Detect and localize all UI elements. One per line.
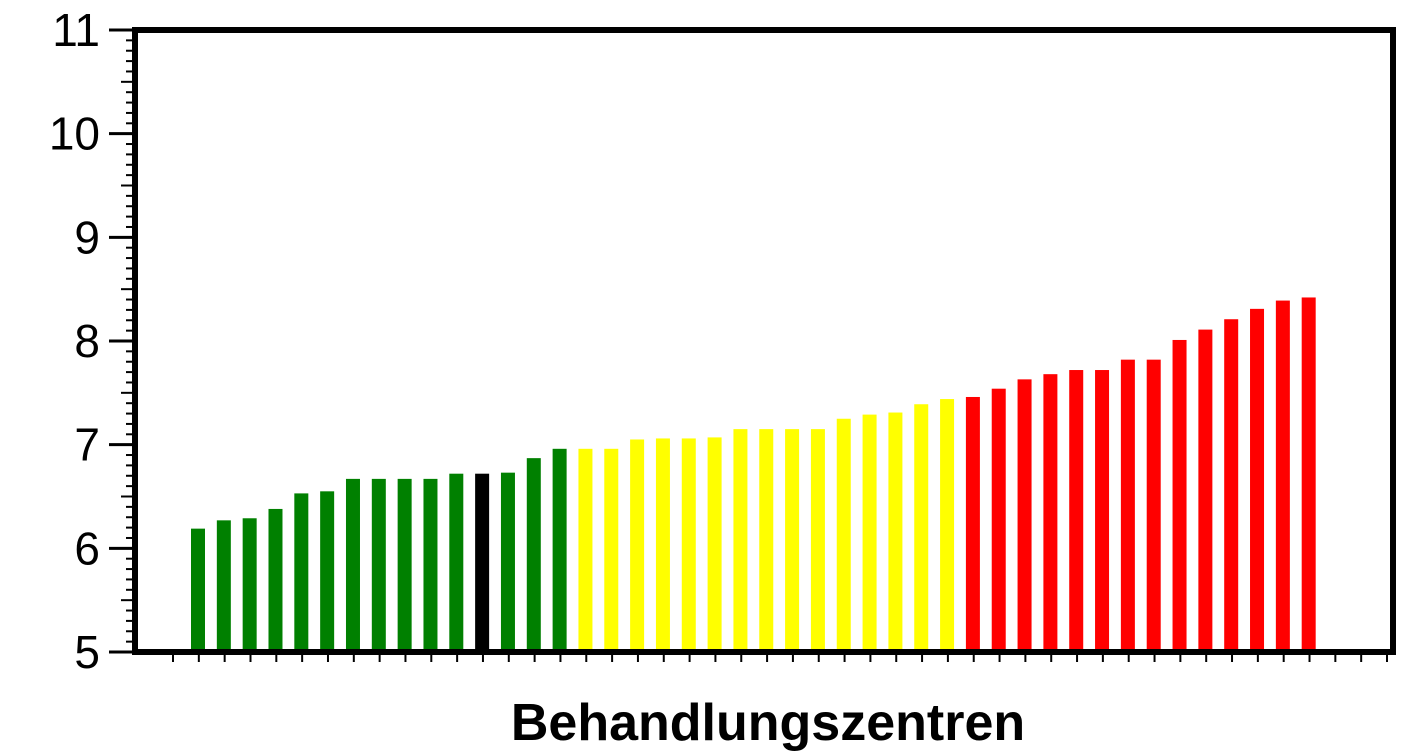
bar bbox=[1120, 359, 1135, 652]
x-axis-title: Behandlungszentren bbox=[511, 694, 1025, 752]
bar bbox=[655, 438, 670, 652]
bar bbox=[371, 478, 386, 652]
bar bbox=[216, 520, 231, 652]
bar bbox=[940, 399, 955, 652]
y-tick-label: 6 bbox=[74, 522, 100, 574]
bar bbox=[397, 478, 412, 652]
bar bbox=[733, 429, 748, 652]
bar bbox=[862, 414, 877, 652]
y-ticks-layer: 5 6 7 8 9 10 11 bbox=[49, 4, 100, 678]
y-tick-label: 9 bbox=[74, 211, 100, 263]
y-tick-label: 5 bbox=[74, 626, 100, 678]
bar bbox=[785, 429, 800, 652]
bar bbox=[475, 473, 490, 652]
bar bbox=[681, 438, 696, 652]
bar bbox=[320, 491, 335, 652]
bar bbox=[604, 448, 619, 652]
bar bbox=[268, 508, 283, 652]
bar bbox=[630, 439, 645, 652]
bar bbox=[888, 412, 903, 652]
bar bbox=[914, 404, 929, 652]
bar bbox=[707, 437, 722, 652]
bar bbox=[810, 429, 825, 652]
bar bbox=[1017, 379, 1032, 652]
bar bbox=[1146, 359, 1161, 652]
bar bbox=[965, 396, 980, 652]
bar bbox=[1224, 319, 1239, 652]
bar bbox=[294, 493, 309, 652]
minor-ticks-layer bbox=[109, 28, 135, 654]
bar bbox=[423, 478, 438, 652]
y-tick-label: 7 bbox=[74, 419, 100, 471]
y-tick-label: 11 bbox=[52, 4, 100, 56]
bar bbox=[449, 473, 464, 652]
bar bbox=[1275, 300, 1290, 652]
bar bbox=[1095, 370, 1110, 652]
plot-frame bbox=[132, 27, 1396, 655]
bar bbox=[500, 472, 515, 652]
bar bbox=[1069, 370, 1084, 652]
bar bbox=[759, 429, 774, 652]
bar bbox=[526, 458, 541, 652]
bar bbox=[242, 518, 257, 652]
bar bbox=[836, 418, 851, 652]
bar bbox=[991, 388, 1006, 652]
bar bbox=[1301, 297, 1316, 652]
bar bbox=[1250, 308, 1265, 652]
y-tick-label: 8 bbox=[74, 315, 100, 367]
bar bbox=[552, 448, 567, 652]
bar bbox=[345, 478, 360, 652]
y-tick-label: 10 bbox=[49, 108, 100, 160]
bar bbox=[1172, 339, 1187, 652]
bar bbox=[191, 528, 205, 652]
bar bbox=[578, 448, 593, 652]
bar bbox=[1043, 374, 1058, 652]
bar bbox=[1198, 329, 1213, 652]
bars-layer bbox=[191, 297, 1316, 652]
